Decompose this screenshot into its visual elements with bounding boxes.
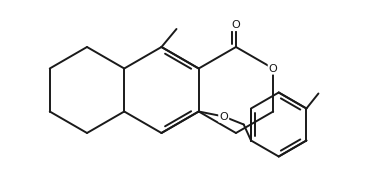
Text: O: O [219, 112, 228, 122]
Text: O: O [269, 63, 277, 73]
Text: O: O [231, 20, 240, 30]
